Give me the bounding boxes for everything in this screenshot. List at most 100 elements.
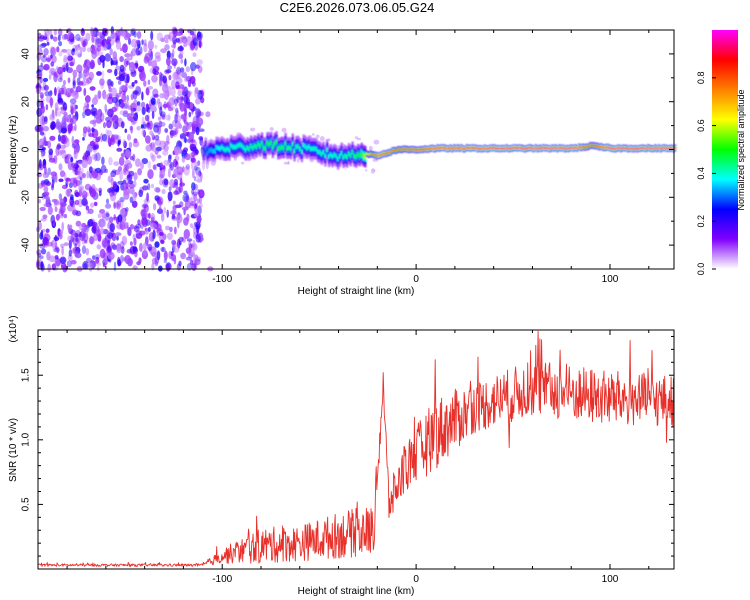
noise-blob: [105, 39, 111, 44]
noise-blob: [162, 92, 168, 99]
ridge-cell: [529, 146, 532, 149]
ridge-cell: [215, 145, 218, 150]
ridge-cell: [530, 147, 534, 150]
ridge-cell: [295, 144, 298, 150]
noise-blob: [116, 200, 121, 210]
noise-blob: [39, 43, 47, 49]
noise-blob: [159, 93, 166, 99]
noise-blob: [189, 252, 196, 258]
noise-blob: [122, 43, 128, 53]
noise-blob: [101, 133, 108, 142]
noise-blob: [191, 151, 196, 158]
noise-blob: [175, 81, 180, 89]
ridge-cell: [664, 147, 668, 149]
ridge-cell: [271, 144, 275, 150]
snr-y-label: SNR (10 * v/v): [8, 418, 19, 482]
ridge-cell: [420, 148, 423, 151]
ridge-cell: [443, 147, 447, 149]
noise-blob: [151, 154, 156, 162]
noise-blob: [97, 136, 101, 140]
noise-blob: [183, 94, 188, 104]
noise-blob: [149, 152, 154, 159]
noise-blob: [146, 192, 150, 202]
ridge-cell: [661, 147, 664, 149]
noise-blob: [174, 204, 182, 209]
snr-frame: [37, 329, 675, 570]
noise-blob: [82, 260, 89, 270]
noise-blob: [122, 138, 126, 147]
noise-blob: [141, 129, 145, 136]
noise-blob: [60, 243, 65, 249]
noise-blob: [73, 206, 76, 217]
noise-blob: [191, 189, 195, 195]
noise-blob: [104, 211, 110, 221]
noise-blob: [87, 221, 91, 228]
ridge-cell: [317, 149, 320, 155]
ridge-cell: [617, 147, 621, 149]
noise-blob: [178, 260, 182, 267]
ridge-cell: [423, 148, 427, 150]
noise-blob: [166, 159, 171, 166]
ridge-cell: [273, 141, 276, 146]
noise-blob: [189, 152, 195, 159]
noise-blob: [109, 137, 116, 145]
noise-blob: [110, 32, 117, 39]
noise-blob: [158, 205, 162, 214]
haze-blob: [210, 160, 216, 166]
noise-blob: [48, 157, 56, 163]
noise-blob: [37, 65, 44, 72]
noise-blob: [174, 99, 178, 107]
ridge-cell: [583, 146, 586, 149]
ridge-cell: [480, 148, 483, 150]
ridge-cell: [585, 146, 588, 148]
noise-blob: [113, 184, 118, 190]
noise-blob: [71, 114, 76, 119]
ridge-cell: [650, 148, 653, 150]
colorbar-tick-label: 0.4: [696, 167, 706, 180]
ridge-cell: [237, 143, 240, 148]
noise-blob: [150, 213, 156, 223]
ridge-cell: [436, 147, 439, 149]
ridge-cell: [248, 146, 251, 152]
noise-blob: [191, 263, 197, 271]
noise-blob: [115, 40, 122, 50]
noise-blob: [147, 169, 154, 180]
noise-blob: [82, 40, 86, 48]
noise-blob: [198, 189, 205, 199]
noise-blob: [176, 66, 182, 75]
noise-blob: [145, 144, 153, 152]
noise-blob: [189, 223, 193, 228]
noise-blob: [88, 262, 93, 272]
noise-blob: [38, 199, 41, 204]
noise-blob: [61, 221, 64, 232]
noise-blob: [111, 186, 115, 194]
ridge-cell: [570, 147, 574, 149]
ridge-cell: [324, 153, 327, 158]
noise-blob: [141, 39, 144, 46]
ridge-cell: [378, 154, 381, 157]
noise-blob: [126, 94, 130, 102]
ridge-cell: [336, 156, 340, 162]
noise-blob: [68, 228, 74, 235]
chart-title: C2E6.2026.073.06.05.G24: [280, 0, 435, 15]
ridge-cell: [666, 147, 670, 150]
haze-blob: [281, 127, 287, 133]
noise-blob: [40, 105, 46, 114]
noise-blob: [156, 32, 163, 41]
ridge-cell: [456, 146, 459, 149]
noise-blob: [40, 150, 44, 158]
noise-blob: [127, 180, 134, 185]
noise-blob: [104, 168, 108, 173]
noise-blob: [179, 96, 184, 101]
noise-blob: [174, 226, 177, 235]
snr-y-tick-label: 1.0: [21, 432, 32, 446]
ridge-cell: [222, 146, 226, 152]
noise-blob: [126, 57, 131, 62]
noise-blob: [40, 217, 47, 222]
noise-blob: [185, 193, 189, 203]
noise-blob: [178, 53, 184, 60]
noise-blob: [176, 69, 181, 79]
noise-blob: [140, 209, 148, 219]
noise-blob: [108, 216, 114, 224]
noise-blob: [193, 141, 197, 146]
